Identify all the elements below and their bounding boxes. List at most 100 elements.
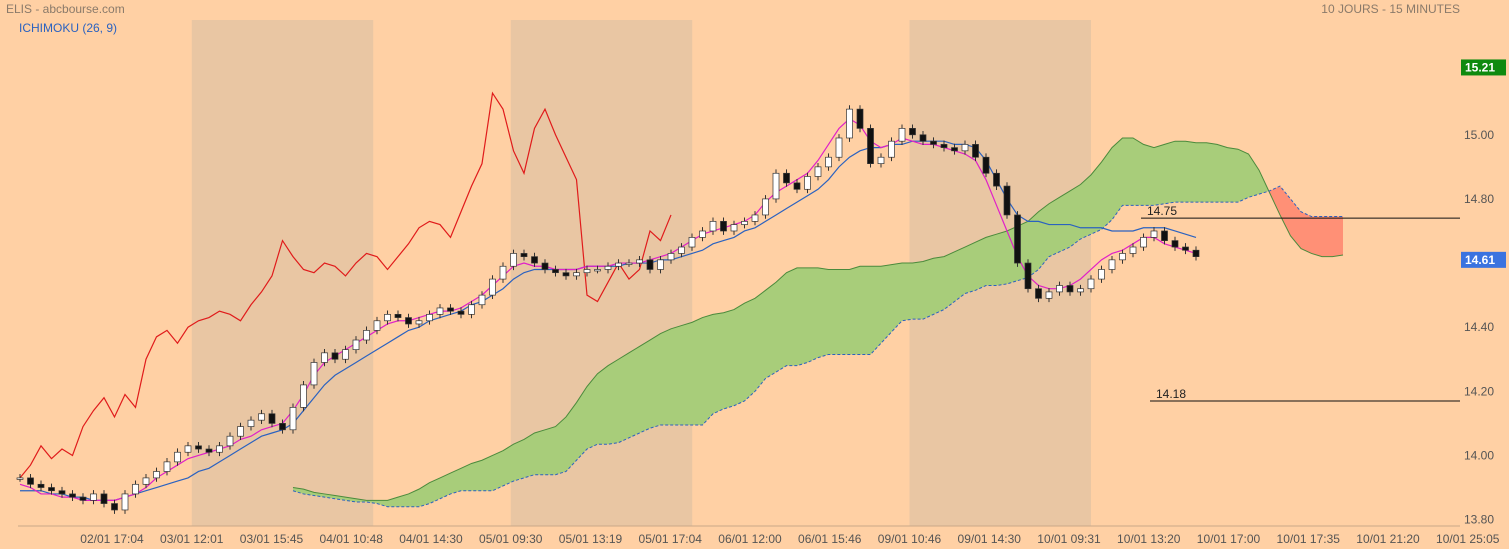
candle-body <box>720 221 727 232</box>
candle-body <box>1129 246 1137 254</box>
candle-body <box>699 230 706 238</box>
candle-body <box>27 477 34 485</box>
candle-body <box>709 221 717 232</box>
candle-body <box>499 265 507 280</box>
candle-body <box>1035 288 1042 299</box>
cloud-segment <box>713 312 724 414</box>
cloud-segment <box>723 309 734 409</box>
cloud-segment <box>786 267 797 366</box>
cloud-segment <box>524 433 535 478</box>
cloud-segment <box>1206 142 1217 203</box>
candle-body <box>436 307 444 315</box>
candle-body <box>846 108 853 139</box>
candle-body <box>1024 262 1032 290</box>
candle-body <box>877 156 885 164</box>
candle-body <box>384 314 391 322</box>
candle-body <box>625 262 633 265</box>
candle-body <box>153 471 160 479</box>
candle-body <box>751 214 759 222</box>
cloud-segment <box>912 261 923 320</box>
candle-body <box>867 128 874 164</box>
cloud-segment <box>765 282 776 379</box>
last-price-badge: 14.61 <box>1465 253 1495 267</box>
cloud-segment <box>1280 186 1291 236</box>
candle-body <box>825 156 832 168</box>
cloud-segment <box>1248 154 1259 198</box>
x-tick-label: 02/01 17:04 <box>80 532 144 546</box>
candle-body <box>762 198 769 216</box>
candle-body <box>552 269 559 274</box>
candle-body <box>289 407 297 431</box>
cloud-segment <box>744 298 755 401</box>
candle-body <box>268 413 276 424</box>
indicator-label: ICHIMOKU (26, 9) <box>19 21 118 35</box>
candle-body <box>478 294 486 306</box>
cloud-segment <box>429 477 440 504</box>
candle-body <box>447 307 454 312</box>
candle-body <box>888 140 895 158</box>
y-tick-label: 14.20 <box>1464 384 1494 398</box>
candle-body <box>48 487 55 492</box>
candle-body <box>184 445 192 453</box>
candle-body <box>321 352 328 363</box>
cloud-segment <box>818 267 829 358</box>
candle-body <box>667 253 675 261</box>
cloud-segment <box>839 269 850 355</box>
x-tick-label: 06/01 12:00 <box>718 532 782 546</box>
cloud-segment <box>555 416 566 475</box>
candle-body <box>961 144 969 152</box>
cloud-segment <box>1059 190 1070 252</box>
candle-body <box>226 435 234 447</box>
candle-body <box>804 176 811 190</box>
candle-body <box>163 461 171 472</box>
cloud-segment <box>639 340 650 434</box>
cloud-segment <box>303 489 314 496</box>
y-tick-label: 14.40 <box>1464 320 1494 334</box>
cloud-segment <box>1070 184 1081 248</box>
cloud-segment <box>482 455 493 491</box>
cloud-segment <box>1290 198 1301 249</box>
cloud-segment <box>902 263 913 321</box>
cloud-segment <box>1175 141 1186 203</box>
candle-body <box>604 265 612 270</box>
cloud-segment <box>933 256 944 315</box>
cloud-segment <box>513 439 524 482</box>
cloud-segment <box>755 290 766 392</box>
cloud-segment <box>1269 186 1280 215</box>
candle-body <box>583 269 591 274</box>
cloud-segment <box>702 314 713 425</box>
cloud-segment <box>828 269 839 355</box>
candle-body <box>300 384 307 408</box>
candle-body <box>247 419 255 427</box>
candle-body <box>678 246 685 254</box>
candle-body <box>972 144 979 158</box>
candle-body <box>405 317 412 325</box>
candle-body <box>783 172 790 184</box>
cloud-segment <box>534 429 545 475</box>
candle-body <box>58 490 66 495</box>
cloud-segment <box>807 267 818 363</box>
candle-body <box>195 445 202 450</box>
candle-body <box>930 140 937 145</box>
candle-body <box>79 496 87 501</box>
cloud-segment <box>503 444 514 486</box>
candle-body <box>510 253 517 267</box>
cloud-segment <box>965 242 976 294</box>
price-levels: 14.75 14.18 <box>1141 204 1460 402</box>
cloud-segment <box>996 230 1007 286</box>
candle-body <box>111 503 118 511</box>
candle-body <box>352 339 360 350</box>
cloud-segment <box>1143 144 1154 206</box>
candle-body <box>657 259 664 270</box>
candle-body <box>310 362 318 386</box>
candle-body <box>993 172 1000 187</box>
candle-body <box>373 320 381 331</box>
cloud-segment <box>849 266 860 355</box>
cloud-segment <box>1133 137 1144 206</box>
candle-body <box>688 237 696 248</box>
cloud-segment <box>461 463 472 491</box>
cloud-segment <box>891 263 902 332</box>
candle-body <box>856 108 864 129</box>
candle-body <box>1087 278 1095 290</box>
cloud-segment <box>608 359 619 445</box>
